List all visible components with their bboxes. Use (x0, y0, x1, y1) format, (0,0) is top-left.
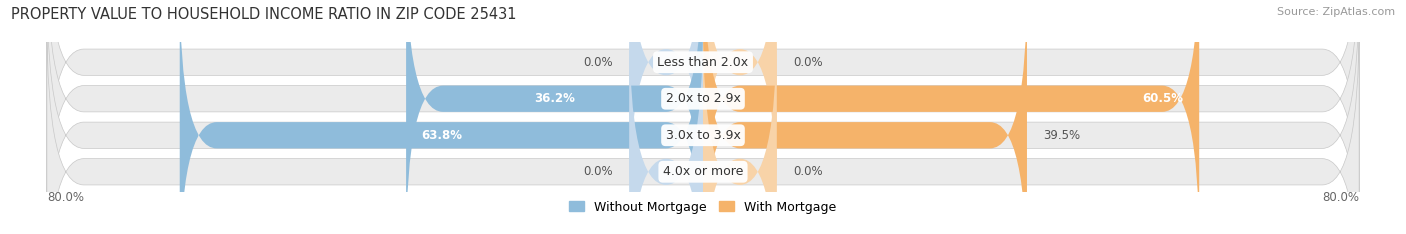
FancyBboxPatch shape (46, 0, 1360, 234)
Text: 39.5%: 39.5% (1043, 129, 1080, 142)
Text: 0.0%: 0.0% (583, 56, 613, 69)
Text: 60.5%: 60.5% (1142, 92, 1182, 105)
FancyBboxPatch shape (630, 0, 703, 213)
Text: Source: ZipAtlas.com: Source: ZipAtlas.com (1277, 7, 1395, 17)
Text: Less than 2.0x: Less than 2.0x (658, 56, 748, 69)
FancyBboxPatch shape (46, 0, 1360, 213)
Text: 80.0%: 80.0% (46, 191, 84, 204)
FancyBboxPatch shape (46, 21, 1360, 234)
Text: 3.0x to 3.9x: 3.0x to 3.9x (665, 129, 741, 142)
Text: 80.0%: 80.0% (1322, 191, 1360, 204)
FancyBboxPatch shape (630, 21, 703, 234)
FancyBboxPatch shape (180, 0, 703, 234)
Text: 2.0x to 2.9x: 2.0x to 2.9x (665, 92, 741, 105)
Text: 36.2%: 36.2% (534, 92, 575, 105)
Legend: Without Mortgage, With Mortgage: Without Mortgage, With Mortgage (564, 196, 842, 219)
FancyBboxPatch shape (703, 0, 1199, 234)
Text: 0.0%: 0.0% (793, 56, 823, 69)
FancyBboxPatch shape (703, 0, 1026, 234)
FancyBboxPatch shape (703, 0, 778, 213)
Text: 4.0x or more: 4.0x or more (662, 165, 744, 178)
Text: 63.8%: 63.8% (420, 129, 461, 142)
FancyBboxPatch shape (406, 0, 703, 234)
Text: 0.0%: 0.0% (793, 165, 823, 178)
Text: PROPERTY VALUE TO HOUSEHOLD INCOME RATIO IN ZIP CODE 25431: PROPERTY VALUE TO HOUSEHOLD INCOME RATIO… (11, 7, 517, 22)
Text: 0.0%: 0.0% (583, 165, 613, 178)
FancyBboxPatch shape (46, 0, 1360, 234)
FancyBboxPatch shape (703, 21, 778, 234)
